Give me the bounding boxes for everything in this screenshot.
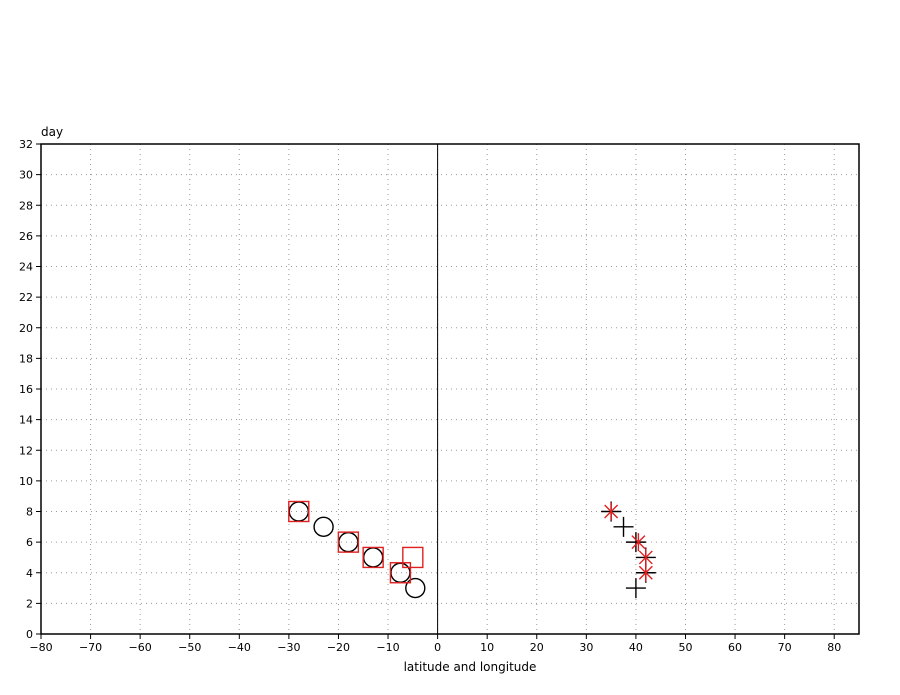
circle-marker xyxy=(362,547,384,568)
y-tick-label: 28 xyxy=(19,199,33,212)
circle-marker xyxy=(405,577,426,599)
data-marks xyxy=(288,500,656,599)
x-tick-label: −60 xyxy=(129,641,152,654)
y-tick-label: 32 xyxy=(19,138,33,151)
x-tick-label: −20 xyxy=(327,641,350,654)
square-marker xyxy=(362,546,384,569)
y-tick-label: 0 xyxy=(26,628,33,641)
x-tick-label: −50 xyxy=(178,641,201,654)
square-marker xyxy=(337,531,360,553)
y-tick-label: 30 xyxy=(19,169,33,182)
x-tick-label: 0 xyxy=(434,641,441,654)
x-tick-label: 40 xyxy=(629,641,643,654)
y-tick-label: 26 xyxy=(19,230,33,243)
plus-marker xyxy=(625,578,646,599)
x-tick-label: 10 xyxy=(480,641,494,654)
y-tick-label: 18 xyxy=(19,352,33,365)
circle-marker xyxy=(390,562,411,583)
y-tick-label: 20 xyxy=(19,322,33,335)
x-tick-label: −80 xyxy=(29,641,52,654)
x-tick-label: 50 xyxy=(678,641,692,654)
y-tick-label: 16 xyxy=(19,383,33,396)
y-tick-label: 8 xyxy=(26,506,33,519)
x-tick-label: 80 xyxy=(827,641,841,654)
circle-marker xyxy=(288,501,309,522)
x-tick-label: 20 xyxy=(530,641,544,654)
y-tick-label: 24 xyxy=(19,261,33,274)
square-marker xyxy=(288,500,310,523)
x-tick-label: −30 xyxy=(277,641,300,654)
y-tick-label: 2 xyxy=(26,597,33,610)
circle-marker xyxy=(313,516,334,538)
y-axis-label: day xyxy=(41,125,63,139)
y-tick-label: 10 xyxy=(19,475,33,488)
y-tick-label: 4 xyxy=(26,567,33,580)
asterisk-marker xyxy=(604,502,619,521)
x-axis-label: latitude and longitude xyxy=(404,660,537,674)
x-axis: −80 −70 −60 −50 −40 −30 −20 −10 0 10 20 30 40 50 60 70 8… xyxy=(29,634,841,654)
asterisk-marker xyxy=(638,548,653,567)
asterisk-marker xyxy=(638,563,653,582)
square-marker xyxy=(389,562,412,584)
y-tick-label: 6 xyxy=(26,536,33,549)
grid xyxy=(41,144,859,634)
x-tick-label: 30 xyxy=(579,641,593,654)
x-tick-label: −10 xyxy=(376,641,399,654)
x-tick-label: 60 xyxy=(728,641,742,654)
asterisk-marker xyxy=(631,533,646,552)
y-tick-label: 14 xyxy=(19,414,33,427)
plus-marker xyxy=(625,532,646,553)
y-tick-label: 12 xyxy=(19,444,33,457)
x-tick-label: −40 xyxy=(228,641,251,654)
x-tick-label: 70 xyxy=(778,641,792,654)
y-tick-label: 22 xyxy=(19,291,33,304)
x-tick-label: −70 xyxy=(79,641,102,654)
plus-marker xyxy=(613,516,634,537)
square-marker xyxy=(402,546,424,569)
